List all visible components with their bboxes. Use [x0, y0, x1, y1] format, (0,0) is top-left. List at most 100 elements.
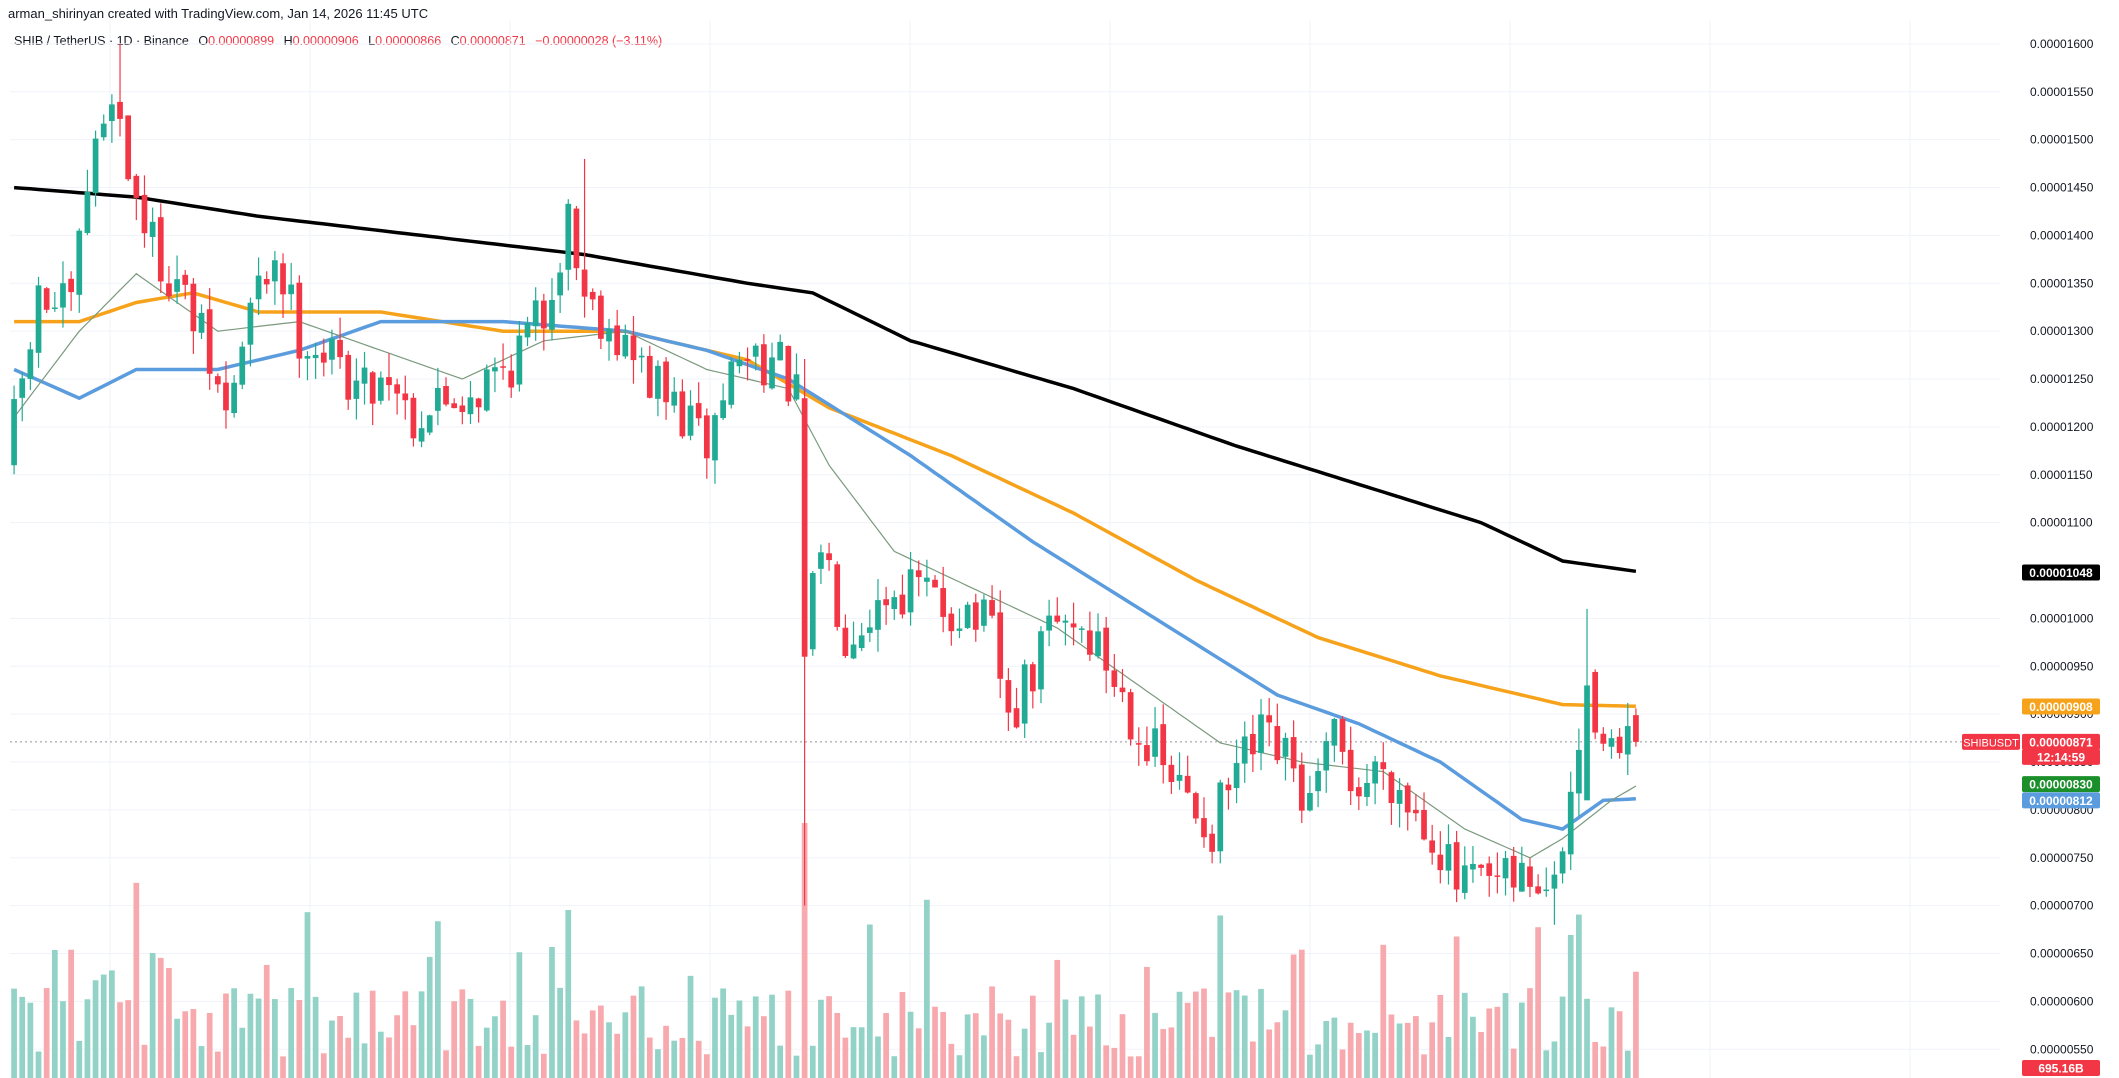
volume-bar	[1600, 1046, 1607, 1078]
volume-bar	[1290, 954, 1297, 1078]
candle-body	[329, 338, 335, 360]
candle-body	[907, 569, 914, 613]
candle-body	[500, 366, 506, 368]
y-tick-label: 0.00001450	[2030, 181, 2094, 195]
volume-bar	[549, 947, 555, 1078]
volume-bar	[435, 921, 441, 1078]
volume-bar	[35, 1051, 42, 1078]
volume-bar	[932, 1006, 938, 1078]
candle-body	[255, 275, 262, 300]
volume-bar	[614, 1033, 621, 1078]
candle-body	[166, 283, 172, 297]
candle-body	[435, 387, 441, 411]
volume-bar	[744, 1026, 751, 1078]
y-tick-label: 0.00001200	[2030, 420, 2094, 434]
y-tick-label: 0.00001500	[2030, 133, 2094, 147]
volume-bar	[1372, 1032, 1378, 1078]
candle-body	[744, 359, 751, 361]
candle-body	[1095, 631, 1101, 657]
candle-body	[60, 283, 66, 308]
volume-bar	[1527, 988, 1533, 1078]
volume-bar	[1567, 935, 1574, 1078]
volume-bar	[76, 1040, 83, 1078]
candle-body	[785, 345, 792, 402]
volume-bar	[1535, 927, 1541, 1078]
candle-body	[182, 274, 189, 285]
candle-body	[940, 588, 947, 617]
candle-body	[1103, 627, 1110, 671]
volume-bar	[1543, 1050, 1550, 1078]
volume-bar	[1176, 991, 1183, 1078]
candle-body	[1307, 792, 1313, 811]
volume-bar	[573, 1020, 580, 1078]
ticker-tag-bg	[1962, 733, 2020, 750]
volume-bar	[198, 1046, 205, 1078]
volume-bar	[1282, 1010, 1289, 1078]
candle-body	[997, 612, 1004, 679]
candle-body	[728, 361, 735, 405]
volume-bar	[84, 999, 91, 1078]
volume-bar	[948, 1043, 955, 1078]
ma200-line	[13, 185, 1637, 574]
volume-bar	[834, 1012, 841, 1078]
candle-body	[1453, 842, 1460, 890]
volume-bar	[426, 956, 433, 1078]
candle-body	[451, 403, 458, 409]
candle-body	[312, 354, 319, 359]
candle-body	[394, 384, 400, 394]
candle-body	[288, 284, 295, 295]
volume-bar	[1005, 1019, 1012, 1078]
ticker-tag: SHIBUSDT	[1963, 737, 2019, 749]
volume-bar	[728, 1014, 735, 1078]
volume-bar	[883, 1013, 889, 1078]
volume-bar	[500, 1000, 506, 1078]
volume-bar	[353, 992, 360, 1078]
volume-bar	[761, 1016, 767, 1078]
volume-bar	[581, 1033, 588, 1078]
volume-bar	[679, 1037, 686, 1078]
volume-bar	[1209, 1036, 1215, 1078]
candle-body	[638, 355, 645, 358]
volume-bar	[475, 1045, 482, 1078]
volume-bar	[907, 1011, 914, 1078]
candle-body	[989, 600, 995, 616]
volume-bar	[1576, 914, 1582, 1078]
symbol-line[interactable]: SHIB / TetherUS · 1D · Binance	[14, 34, 189, 48]
volume-bar	[272, 999, 278, 1078]
candle-body	[214, 376, 221, 385]
volume-bar	[361, 1043, 368, 1078]
volume-bar	[157, 957, 164, 1078]
volume-bar	[1070, 1034, 1077, 1078]
candle-body	[801, 398, 808, 657]
volume-bar	[915, 1028, 922, 1078]
y-tick-label: 0.00001300	[2030, 324, 2094, 338]
candle-body	[1576, 749, 1582, 794]
candle-body	[418, 428, 425, 442]
candle-body	[1298, 764, 1305, 811]
candle-body	[1543, 889, 1550, 892]
moving-average-layer	[13, 185, 1637, 859]
candle-body	[858, 635, 865, 649]
candle-body	[972, 602, 979, 630]
volume-bar	[304, 912, 311, 1078]
candle-body	[1633, 715, 1639, 742]
volume-bar	[809, 1045, 816, 1078]
y-tick-label: 0.00000750	[2030, 851, 2094, 865]
volume-bar	[956, 1055, 963, 1078]
volume-bar	[630, 995, 637, 1078]
ma100-price-tag-bg	[2022, 698, 2100, 715]
candle-body	[125, 115, 132, 180]
volume-bar	[1551, 1041, 1558, 1078]
candle-body	[1274, 726, 1281, 761]
volume-bar	[1233, 990, 1240, 1078]
volume-bar	[1192, 991, 1199, 1078]
last-price-tag-bg	[2022, 733, 2100, 750]
volume-tag-bg	[2022, 1060, 2100, 1076]
candle-body	[1029, 664, 1036, 692]
candle-body	[11, 399, 17, 466]
candle-body	[915, 570, 922, 578]
candle-body	[320, 352, 327, 363]
